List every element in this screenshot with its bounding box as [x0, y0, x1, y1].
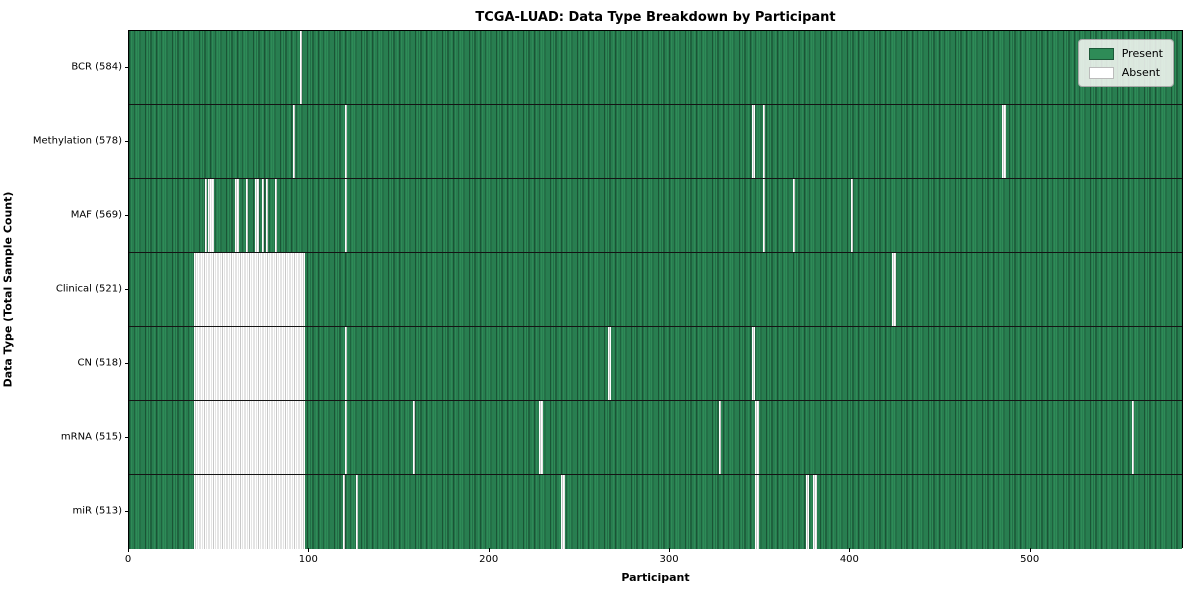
y-tick-mark — [124, 67, 128, 68]
legend-label-absent: Absent — [1121, 66, 1161, 79]
absent-stripe — [813, 475, 817, 549]
absent-stripe — [265, 179, 268, 252]
legend: Present Absent — [1077, 39, 1174, 87]
absent-stripe — [751, 105, 756, 178]
absent-stripe — [1131, 401, 1134, 474]
absent-stripe — [413, 401, 416, 474]
x-tick-label: 300 — [659, 554, 679, 565]
x-tick-mark — [669, 548, 671, 552]
x-tick-mark — [308, 548, 310, 552]
absent-stripe — [892, 253, 896, 326]
x-tick-label: 400 — [839, 554, 859, 565]
y-tick-label-methylation: Methylation (578) — [32, 135, 122, 147]
x-tick-label: 0 — [124, 554, 132, 565]
absent-stripe — [539, 401, 543, 474]
legend-label-present: Present — [1121, 47, 1163, 60]
absent-stripe — [355, 475, 358, 549]
absent-stripe — [793, 179, 796, 252]
x-tick-mark — [1029, 548, 1031, 552]
heatmap-row-methylation — [129, 105, 1182, 179]
y-tick-mark — [124, 363, 128, 364]
heatmap-row-cn — [129, 327, 1182, 401]
absent-stripe — [208, 179, 214, 252]
absent-stripe — [762, 179, 765, 252]
y-tick-mark — [124, 215, 128, 216]
x-tick-label: 200 — [479, 554, 499, 565]
absent-stripe — [805, 475, 810, 549]
chart-title: TCGA-LUAD: Data Type Breakdown by Partic… — [475, 10, 836, 25]
absent-stripe — [193, 327, 306, 400]
absent-stripe — [850, 179, 853, 252]
absent-stripe — [345, 179, 347, 252]
absent-stripe — [193, 475, 306, 549]
legend-item-absent: Absent — [1088, 66, 1163, 79]
absent-stripe — [719, 401, 722, 474]
absent-stripe — [345, 327, 347, 400]
y-tick-label-mrna: mRNA (515) — [60, 431, 122, 443]
y-tick-mark — [124, 437, 128, 438]
y-tick-label-mir: miR (513) — [72, 505, 122, 517]
absent-stripe — [755, 475, 759, 549]
present-swatch — [1088, 47, 1114, 60]
absent-stripe — [255, 179, 259, 252]
plot-area: Present Absent — [128, 30, 1183, 549]
legend-item-present: Present — [1088, 47, 1163, 60]
absent-stripe — [274, 179, 277, 252]
absent-stripe — [762, 105, 765, 178]
absent-stripe — [292, 105, 295, 178]
absent-stripe — [193, 253, 306, 326]
absent-stripe — [755, 401, 759, 474]
x-tick-label: 500 — [1020, 554, 1040, 565]
absent-stripe — [345, 401, 347, 474]
absent-stripe — [235, 179, 239, 252]
absent-stripe — [204, 179, 207, 252]
absent-stripe — [343, 475, 346, 549]
y-tick-label-maf: MAF (569) — [70, 209, 122, 221]
heatmap-rows — [129, 31, 1182, 549]
y-tick-label-bcr: BCR (584) — [71, 61, 122, 73]
absent-stripe — [607, 327, 612, 400]
heatmap-row-mir — [129, 475, 1182, 549]
y-tick-label-cn: CN (518) — [77, 357, 122, 369]
y-tick-mark — [124, 511, 128, 512]
heatmap-row-bcr — [129, 31, 1182, 105]
x-axis-label: Participant — [621, 571, 690, 584]
absent-stripe — [262, 179, 265, 252]
absent-stripe — [751, 327, 756, 400]
absent-stripe — [1002, 105, 1006, 178]
y-tick-mark — [124, 289, 128, 290]
x-tick-mark — [488, 548, 490, 552]
heatmap-row-maf — [129, 179, 1182, 253]
x-tick-mark — [849, 548, 851, 552]
heatmap-row-mrna — [129, 401, 1182, 475]
x-tick-mark — [128, 548, 129, 552]
y-tick-label-clinical: Clinical (521) — [55, 283, 122, 295]
absent-stripe — [300, 31, 302, 104]
heatmap-row-clinical — [129, 253, 1182, 327]
absent-stripe — [193, 401, 306, 474]
absent-stripe — [246, 179, 248, 252]
absent-stripe — [561, 475, 565, 549]
absent-swatch — [1088, 66, 1114, 79]
x-tick-label: 100 — [298, 554, 318, 565]
y-tick-mark — [124, 141, 128, 142]
absent-stripe — [345, 105, 347, 178]
